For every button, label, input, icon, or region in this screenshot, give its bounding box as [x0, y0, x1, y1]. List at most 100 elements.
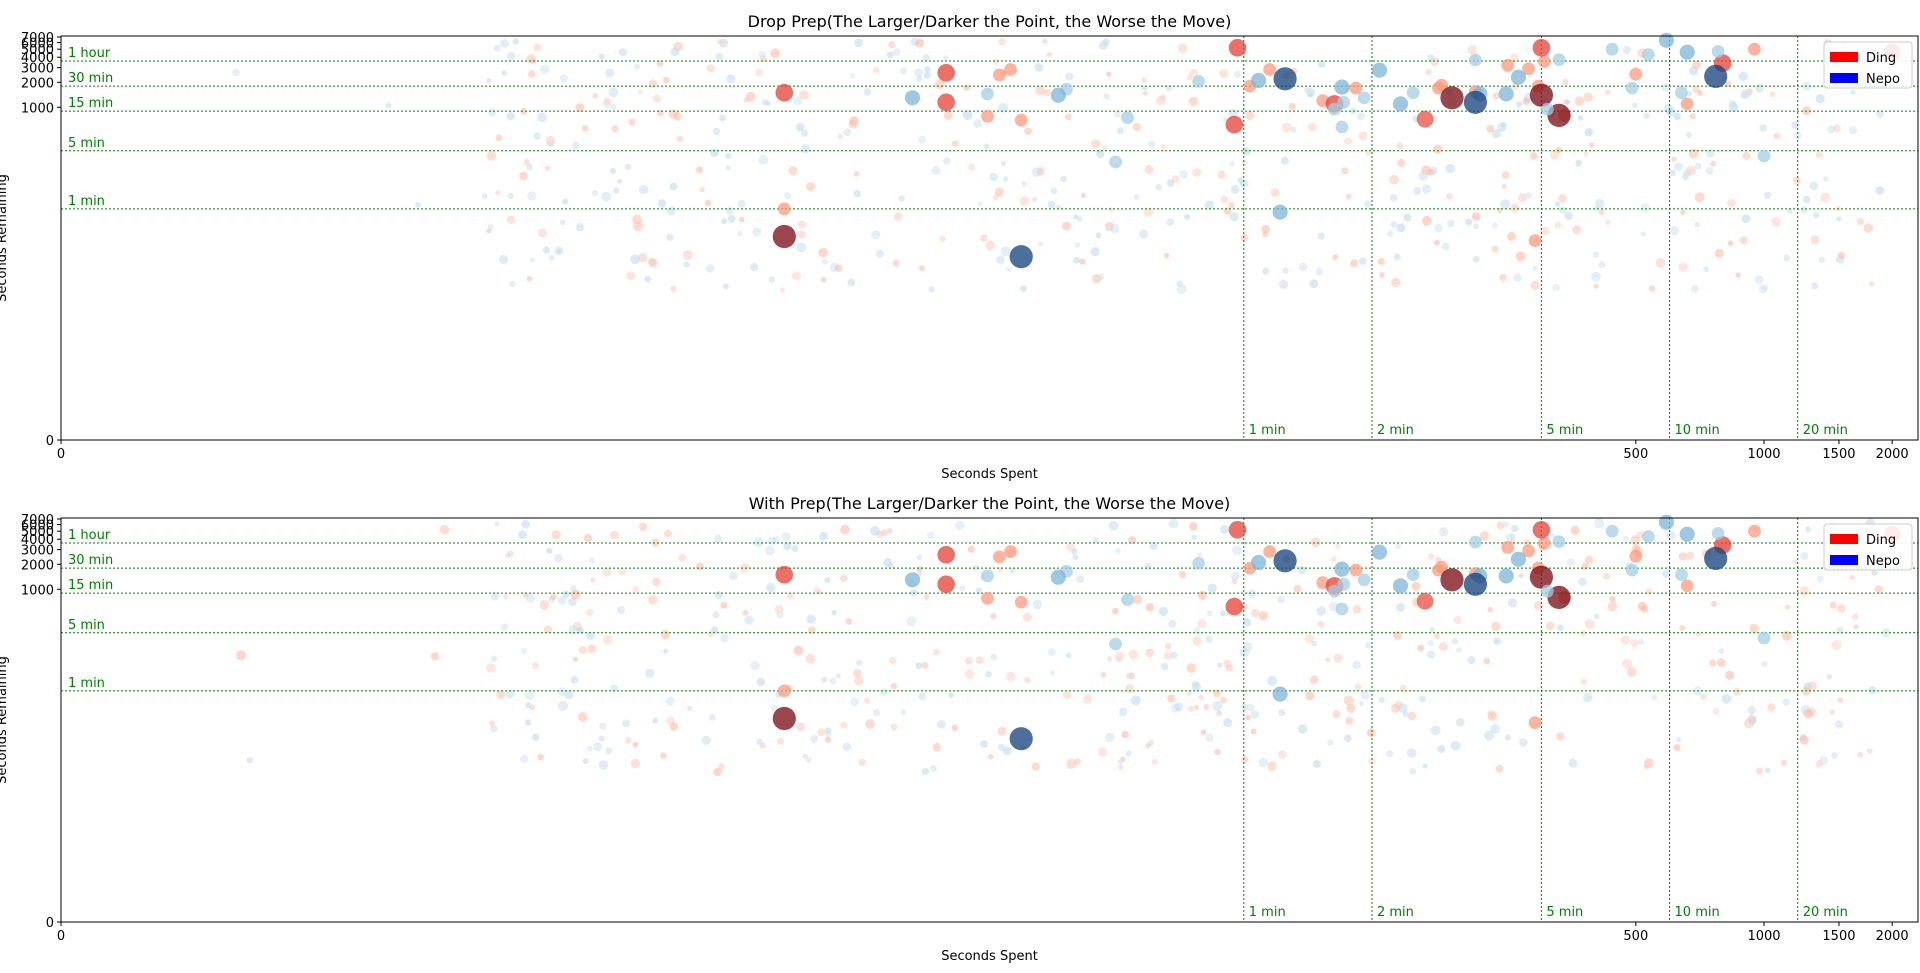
- background-point: [1837, 251, 1846, 260]
- background-point: [1577, 115, 1584, 121]
- background-point: [1288, 102, 1296, 111]
- background-point: [824, 727, 832, 734]
- x-reference-label: 5 min: [1546, 423, 1583, 438]
- background-point: [1187, 705, 1195, 712]
- background-point: [1874, 585, 1883, 594]
- background-point: [1065, 113, 1072, 121]
- background-point: [994, 187, 1005, 197]
- background-point: [1605, 89, 1611, 96]
- background-point: [1446, 193, 1453, 200]
- y-tick-label: 5000: [21, 43, 54, 58]
- background-point: [1109, 223, 1120, 234]
- background-point: [1179, 170, 1188, 179]
- background-point: [1694, 192, 1705, 203]
- background-point: [1465, 218, 1473, 226]
- background-point: [1205, 733, 1214, 742]
- data-point-nepo: [1704, 64, 1728, 88]
- data-point-nepo: [1704, 546, 1728, 571]
- background-point: [1132, 122, 1142, 132]
- y-tick-label: 4000: [21, 51, 54, 66]
- background-point: [1205, 635, 1213, 643]
- data-point-nepo: [1552, 535, 1566, 548]
- background-point: [900, 709, 907, 715]
- background-point: [1467, 656, 1476, 665]
- background-point: [660, 629, 670, 640]
- background-point: [1686, 551, 1695, 560]
- background-point: [573, 656, 579, 662]
- background-point: [1186, 663, 1197, 673]
- background-point: [1214, 748, 1221, 756]
- data-point-ding: [777, 684, 791, 698]
- background-point: [770, 48, 780, 58]
- background-point: [506, 215, 516, 224]
- data-point-nepo: [1009, 727, 1033, 751]
- background-point: [1345, 193, 1352, 200]
- background-point: [963, 84, 970, 91]
- background-point: [486, 663, 496, 673]
- background-point: [1399, 684, 1407, 692]
- data-point-ding: [1528, 234, 1542, 248]
- data-point-ding: [1225, 597, 1244, 616]
- background-point: [1673, 112, 1681, 121]
- background-point: [1145, 648, 1154, 658]
- background-point: [575, 103, 585, 113]
- data-point-nepo: [1334, 79, 1350, 95]
- background-point: [1425, 69, 1432, 76]
- background-point: [1688, 66, 1698, 76]
- background-point: [1168, 518, 1179, 529]
- background-point: [695, 562, 705, 571]
- background-point: [1510, 524, 1519, 533]
- background-point: [578, 645, 587, 654]
- background-point: [1062, 221, 1071, 231]
- data-point-nepo: [1469, 535, 1482, 549]
- background-point: [1242, 146, 1249, 154]
- background-point: [1831, 752, 1838, 759]
- background-point: [1637, 601, 1647, 611]
- background-point: [842, 742, 852, 752]
- background-point: [1207, 583, 1217, 593]
- x-reference-label: 2 min: [1377, 905, 1414, 920]
- background-point: [1307, 122, 1317, 132]
- background-point: [996, 255, 1005, 264]
- background-point: [1510, 533, 1516, 539]
- background-point: [985, 240, 995, 251]
- background-point: [1386, 230, 1394, 237]
- background-point: [613, 187, 620, 194]
- background-point: [1358, 700, 1364, 707]
- background-point: [1352, 605, 1362, 614]
- background-point: [683, 261, 690, 268]
- background-point: [1081, 192, 1086, 198]
- x-axis-label: Seconds Spent: [941, 467, 1038, 482]
- data-point-nepo: [1050, 87, 1066, 103]
- x-reference-label: 20 min: [1803, 905, 1848, 920]
- background-point: [1357, 112, 1365, 121]
- background-point: [1594, 613, 1600, 619]
- background-point: [1594, 518, 1605, 529]
- background-point: [1856, 218, 1864, 226]
- data-point-nepo: [1337, 577, 1351, 591]
- background-point: [1341, 167, 1349, 175]
- background-point: [1799, 586, 1810, 597]
- background-point: [1219, 524, 1229, 534]
- data-point-nepo: [1335, 120, 1349, 134]
- background-point: [1393, 631, 1402, 640]
- background-point: [1552, 283, 1561, 292]
- background-point: [1000, 161, 1006, 166]
- background-point: [546, 547, 553, 554]
- background-point: [1445, 163, 1455, 174]
- background-point: [705, 264, 715, 273]
- background-point: [1261, 224, 1271, 234]
- background-point: [487, 223, 494, 230]
- background-point: [1155, 184, 1162, 191]
- data-point-nepo: [1272, 686, 1288, 702]
- background-point: [1102, 38, 1110, 46]
- background-point: [795, 122, 805, 132]
- background-point: [853, 668, 862, 678]
- background-point: [1189, 522, 1198, 531]
- background-point: [524, 719, 532, 726]
- background-point: [1071, 548, 1078, 555]
- background-points: [232, 37, 1885, 295]
- background-point: [1130, 695, 1141, 706]
- data-point-ding: [1263, 63, 1276, 76]
- background-point: [1223, 207, 1232, 215]
